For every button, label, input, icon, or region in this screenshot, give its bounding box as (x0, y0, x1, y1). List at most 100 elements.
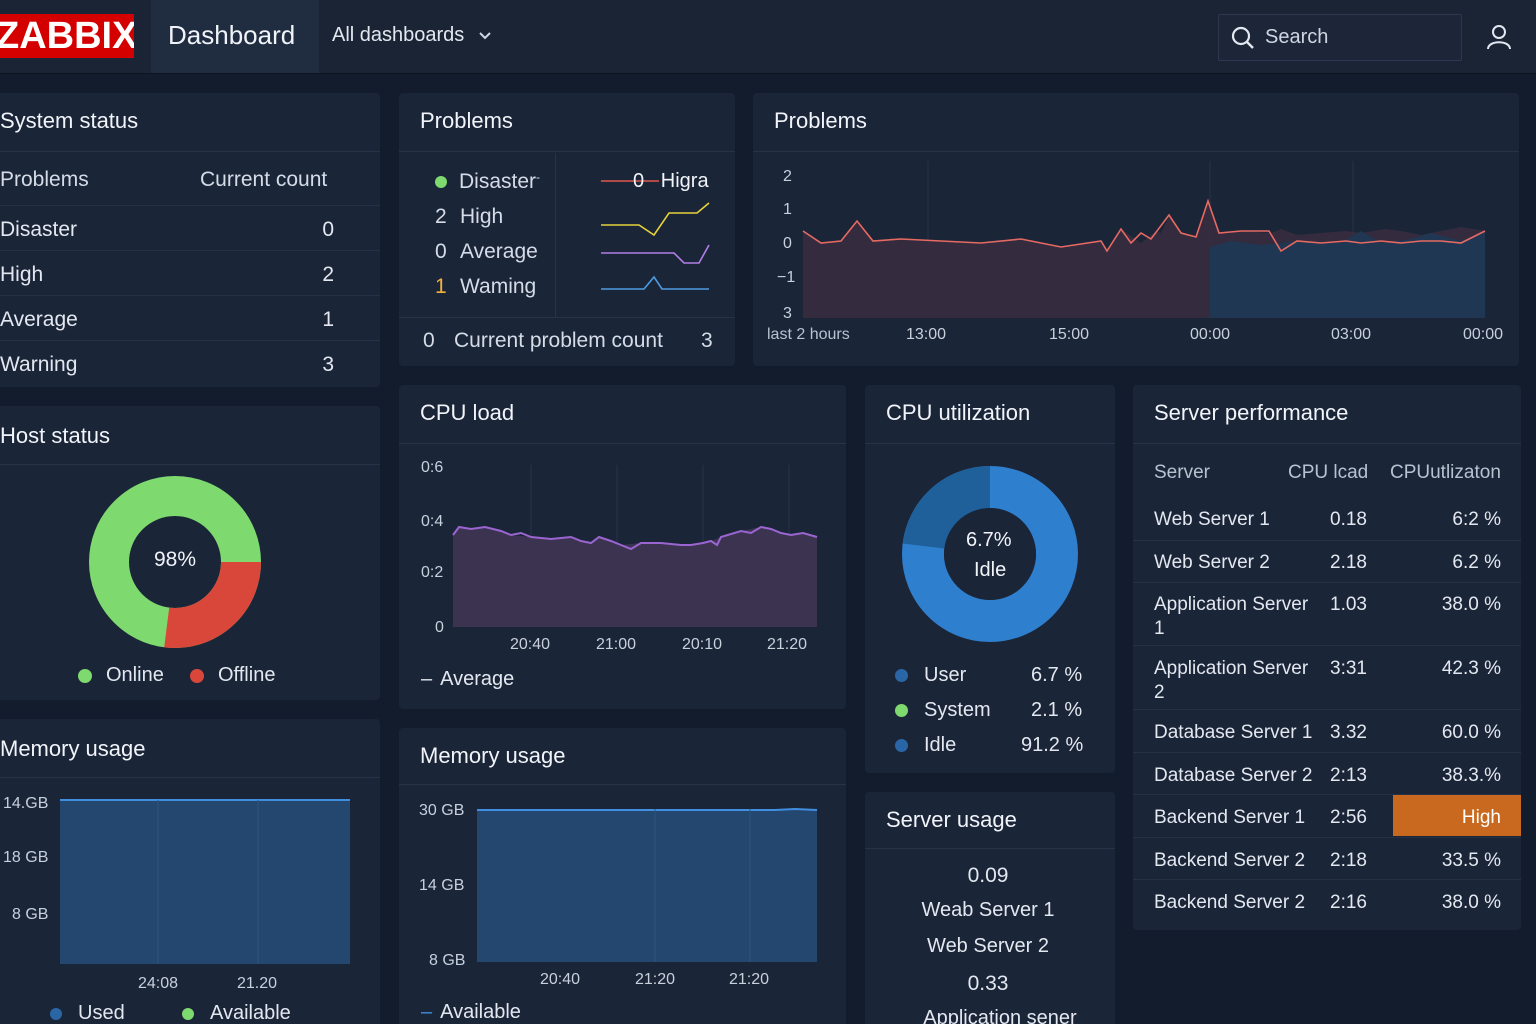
x-tick: 21:20 (767, 636, 808, 653)
cell-server-line2: 1 (1154, 618, 1165, 639)
donut-user (902, 466, 991, 550)
table-row[interactable]: Backend Server 1 2:56 High (1133, 795, 1521, 838)
x-tick: 13:00 (906, 326, 947, 343)
used-dot-icon (50, 1007, 62, 1020)
memory-mid-legend[interactable]: – Available (421, 1001, 521, 1024)
divider (399, 317, 735, 318)
row-name: High (0, 263, 44, 286)
table-row[interactable]: Database Server 2 2:13 38.3.% (1133, 753, 1521, 795)
col-cpu-load: CPU lcad (1288, 462, 1369, 483)
usage-line[interactable]: Application sener (923, 1007, 1077, 1024)
y-tick: 8 GB (12, 906, 49, 923)
usage-line[interactable]: Weab Server 1 (921, 899, 1055, 921)
system-dot-icon (895, 704, 908, 718)
legend-user[interactable]: User (895, 664, 966, 687)
memory-mid-area (477, 809, 817, 962)
legend-label: Disaster (459, 170, 537, 193)
divider (0, 464, 380, 465)
cell-util: 6.2 % (1452, 552, 1501, 573)
cell-util: 60.0 % (1441, 722, 1501, 743)
legend-offline[interactable]: Offline (190, 664, 275, 687)
table-row[interactable]: Average 1 (0, 296, 380, 341)
usage-line[interactable]: Web Server 2 (927, 935, 1049, 957)
table-row[interactable]: Backend Server 2 2:16 38.0 % (1133, 880, 1521, 923)
x-tick: 20:10 (682, 636, 723, 653)
memory-left-title: Memory usage (0, 736, 146, 761)
divider (865, 848, 1115, 849)
cell-server: Application Server (1154, 594, 1309, 615)
legend-idle-value: 91.2 % (1021, 734, 1084, 756)
table-row[interactable]: Backend Server 2 2:18 33.5 % (1133, 838, 1521, 880)
x-tick: 00:00 (1463, 326, 1504, 343)
spark-high (601, 202, 710, 237)
cpu-load-legend[interactable]: – Average (421, 668, 514, 691)
footer-left: 0 (423, 329, 435, 352)
legend-item-disaster[interactable]: Disaster- (435, 170, 540, 194)
page-title[interactable]: Dashboard (168, 20, 296, 50)
legend-item-high[interactable]: 2 High (435, 205, 503, 229)
offline-dot-icon (190, 668, 204, 683)
host-status-panel: Host status 98% Online Offline (0, 406, 380, 700)
server-performance-panel: Server performance Server CPU lcad CPUut… (1133, 385, 1521, 930)
col-current-count: Current count (200, 168, 328, 191)
footer-value: 3 (701, 329, 713, 352)
y-tick: 14.GB (3, 795, 49, 812)
x-tick: 20:40 (510, 636, 551, 653)
divider (0, 151, 380, 152)
table-row[interactable]: Disaster 0 (0, 206, 380, 251)
memory-mid-title: Memory usage (420, 743, 566, 768)
nav-dashboard-active[interactable] (151, 0, 319, 73)
problems-chart-panel: Problems 2 1 0 −1 3 last 2 hours 13:00 1… (753, 93, 1519, 366)
cell-load: 3.32 (1330, 722, 1367, 743)
legend-item-warning[interactable]: 1 Waming (435, 275, 536, 299)
cell-load: 0.18 (1330, 509, 1367, 530)
legend-system-value: 2.1 % (1031, 699, 1083, 721)
search-box[interactable] (1218, 14, 1462, 61)
legend-available[interactable]: Available (182, 1002, 291, 1024)
online-dot-icon (78, 668, 92, 683)
table-row[interactable]: Web Server 1 0.18 6:2 % (1133, 498, 1521, 541)
search-icon (1231, 26, 1254, 49)
problems-series-line (802, 198, 1486, 253)
legend-mark-icon: - (536, 170, 541, 184)
user-dot-icon (895, 669, 908, 683)
legend-used[interactable]: Used (50, 1002, 125, 1024)
table-row[interactable]: Application Server 1 1.03 38.0 % (1133, 583, 1521, 646)
cell-util: 38.0 % (1441, 594, 1501, 615)
y-tick: 0:6 (421, 459, 444, 476)
legend-label: Average (440, 668, 515, 690)
footer-label: Current problem count (454, 329, 663, 352)
zabbix-logo[interactable]: ZABBIX (0, 14, 134, 58)
table-row[interactable]: High 2 (0, 251, 380, 296)
table-row[interactable]: Warning 3 (0, 341, 380, 386)
server-usage-title: Server usage (886, 807, 1017, 832)
table-row[interactable]: Database Server 1 3.32 60.0 % (1133, 710, 1521, 753)
legend-label: Waming (460, 275, 537, 298)
cpu-load-line (452, 525, 818, 551)
memory-mid-line (477, 807, 818, 811)
legend-online[interactable]: Online (78, 664, 164, 687)
x-tick: 21:20 (729, 971, 770, 988)
user-icon[interactable] (1486, 24, 1512, 50)
row-count: 3 (322, 353, 334, 376)
legend-label: Idle (924, 734, 957, 756)
legend-idle[interactable]: Idle (895, 734, 956, 757)
cell-server: Database Server 2 (1154, 765, 1313, 786)
cell-server: Backend Server 2 (1154, 850, 1306, 871)
legend-system[interactable]: System (895, 699, 991, 722)
table-row[interactable]: Web Server 2 2.18 6.2 % (1133, 541, 1521, 583)
cell-load: 2:56 (1330, 807, 1367, 828)
search-input[interactable] (1265, 26, 1455, 49)
cell-server-line2: 2 (1154, 682, 1165, 703)
all-dashboards-dropdown[interactable]: All dashboards (332, 24, 492, 47)
table-row[interactable]: Application Server 2 3:31 42.3 % (1133, 646, 1521, 710)
x-tick: 15:00 (1049, 326, 1090, 343)
donut-hole (944, 508, 1036, 600)
spark-average (601, 244, 710, 264)
legend-item-average[interactable]: 0 Average (435, 240, 538, 264)
donut-idle (902, 466, 1078, 642)
col-problems: Problems (0, 168, 89, 191)
problems-legend-title: Problems (420, 108, 513, 133)
legend-dash-icon: – (421, 1001, 433, 1023)
legend-label: Average (460, 240, 538, 263)
